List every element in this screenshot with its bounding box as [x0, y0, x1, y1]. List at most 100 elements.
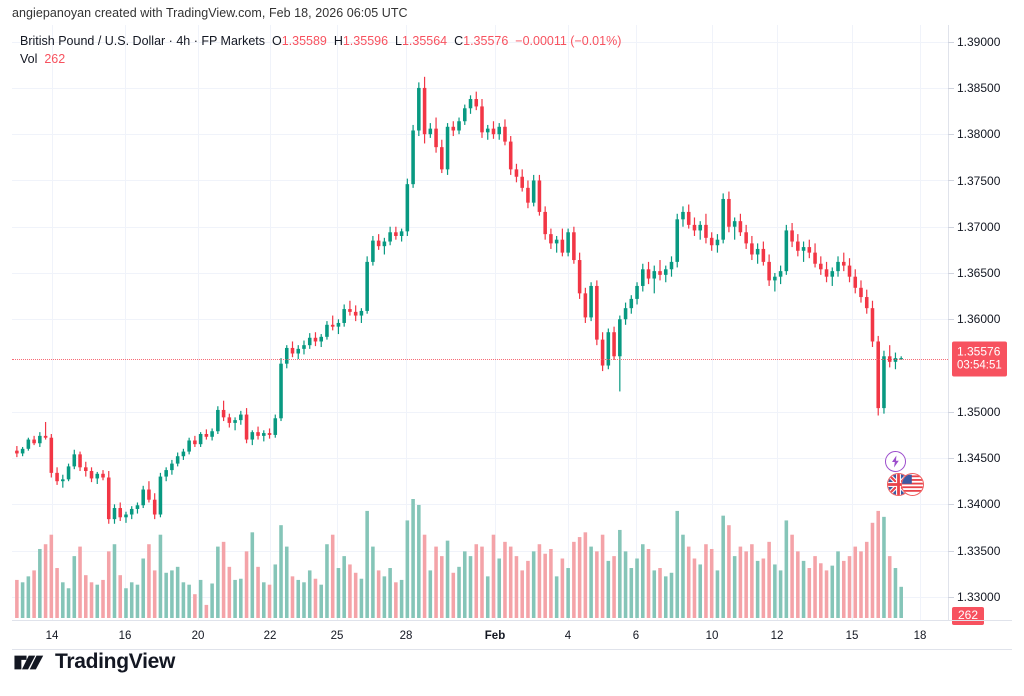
volume-bar	[778, 570, 783, 618]
chart-plot-area[interactable]: British Pound / U.S. Dollar · 4h · FP Ma…	[12, 25, 948, 620]
candle-body	[330, 324, 335, 327]
candle-body	[204, 434, 209, 437]
candle-body	[652, 271, 657, 279]
volume-bar	[727, 525, 731, 618]
candle-wick	[831, 267, 833, 286]
volume-bar	[422, 534, 427, 618]
candle-body	[629, 298, 634, 309]
lightning-bolt-icon[interactable]	[885, 451, 907, 473]
volume-bar	[675, 510, 680, 618]
volume-bar	[704, 544, 708, 618]
volume-bar	[876, 510, 880, 618]
price-axis-tick	[948, 180, 954, 181]
candle-wick	[556, 235, 558, 253]
gridline-vertical	[337, 25, 338, 620]
candlestick-series	[15, 76, 903, 618]
volume-bar	[359, 578, 364, 618]
candle-body	[135, 505, 140, 509]
candle-body	[497, 126, 502, 135]
time-axis-bottom-border	[12, 649, 1012, 650]
candle-body	[503, 126, 507, 142]
volume-bar	[583, 532, 588, 618]
tradingview-logo[interactable]: TradingView	[14, 650, 175, 674]
candle-body	[508, 141, 513, 170]
candle-body	[859, 287, 863, 298]
candle-body	[325, 324, 329, 337]
gridline-vertical	[568, 25, 569, 620]
candle-body	[244, 414, 249, 440]
gridline-horizontal	[12, 551, 948, 552]
candle-body	[663, 269, 668, 275]
volume-bar	[428, 570, 433, 618]
volume-bar	[508, 546, 513, 618]
current-price-line	[12, 358, 948, 360]
candle-body	[118, 508, 123, 518]
volume-bar	[399, 579, 404, 618]
volume-bar	[32, 570, 36, 618]
volume-bar	[870, 522, 875, 618]
volume-bar	[790, 534, 794, 618]
candle-body	[646, 269, 651, 279]
candle-body	[830, 271, 835, 277]
gridline-horizontal	[12, 180, 948, 181]
volume-bar	[514, 556, 519, 618]
candle-wick	[234, 417, 236, 431]
volume-bar	[560, 558, 565, 618]
candle-body	[526, 187, 530, 203]
gridline-vertical	[777, 25, 778, 620]
volume-bar	[78, 546, 82, 618]
volume-bar	[434, 546, 438, 618]
candle-body	[434, 128, 438, 148]
candle-body	[543, 211, 547, 235]
us-flag-icon[interactable]	[901, 473, 925, 497]
volume-bar	[256, 566, 260, 618]
current-price-badge[interactable]: 1.35576 03:54:51	[952, 341, 1007, 376]
volume-bar	[813, 556, 817, 618]
volume-bar	[313, 578, 318, 618]
candle-wick	[774, 272, 776, 292]
price-axis-label: 1.35000	[957, 404, 1001, 419]
candle-body	[284, 347, 289, 364]
volume-bar	[193, 594, 197, 618]
volume-bar	[468, 556, 473, 618]
candle-wick	[349, 300, 351, 316]
price-axis-label: 1.34500	[957, 451, 1001, 466]
candle-body	[198, 434, 203, 445]
volume-bar	[440, 556, 444, 618]
candle-body	[715, 239, 720, 246]
volume-bar	[158, 534, 163, 618]
candle-body	[704, 224, 708, 238]
time-axis[interactable]: 14 16 20 22 25 28 Feb 4 6 10 12 15 18	[12, 620, 1012, 651]
candle-body	[813, 252, 817, 264]
candle-body	[388, 232, 392, 242]
volume-bar	[773, 564, 777, 618]
volume-bar	[715, 570, 720, 618]
candle-body	[641, 269, 645, 286]
gridline-vertical	[125, 25, 126, 620]
volume-bar	[796, 551, 800, 618]
candle-wick	[734, 217, 736, 240]
volume-bar	[853, 546, 858, 618]
candle-body	[152, 499, 157, 515]
volume-bar	[101, 579, 105, 618]
volume-bar	[411, 499, 415, 618]
volume-bar	[388, 568, 392, 618]
price-axis[interactable]: 1.39000 1.38500 1.38000 1.37500 1.37000 1.365…	[948, 25, 1012, 625]
volume-bar	[233, 579, 237, 618]
volume-bar	[658, 568, 662, 618]
volume-bar	[721, 515, 725, 618]
volume-bar	[623, 551, 628, 618]
candle-body	[554, 239, 559, 244]
volume-bar	[801, 560, 806, 618]
candle-body	[531, 180, 536, 203]
gridline-vertical	[52, 25, 53, 620]
candle-body	[101, 473, 105, 478]
price-axis-tick	[948, 134, 954, 135]
candle-body	[411, 130, 415, 185]
candle-body	[124, 514, 128, 518]
volume-bar	[652, 570, 657, 618]
volume-bar	[279, 525, 283, 618]
gridline-horizontal	[12, 273, 948, 274]
candle-body	[382, 241, 387, 247]
volume-bar	[89, 582, 94, 618]
